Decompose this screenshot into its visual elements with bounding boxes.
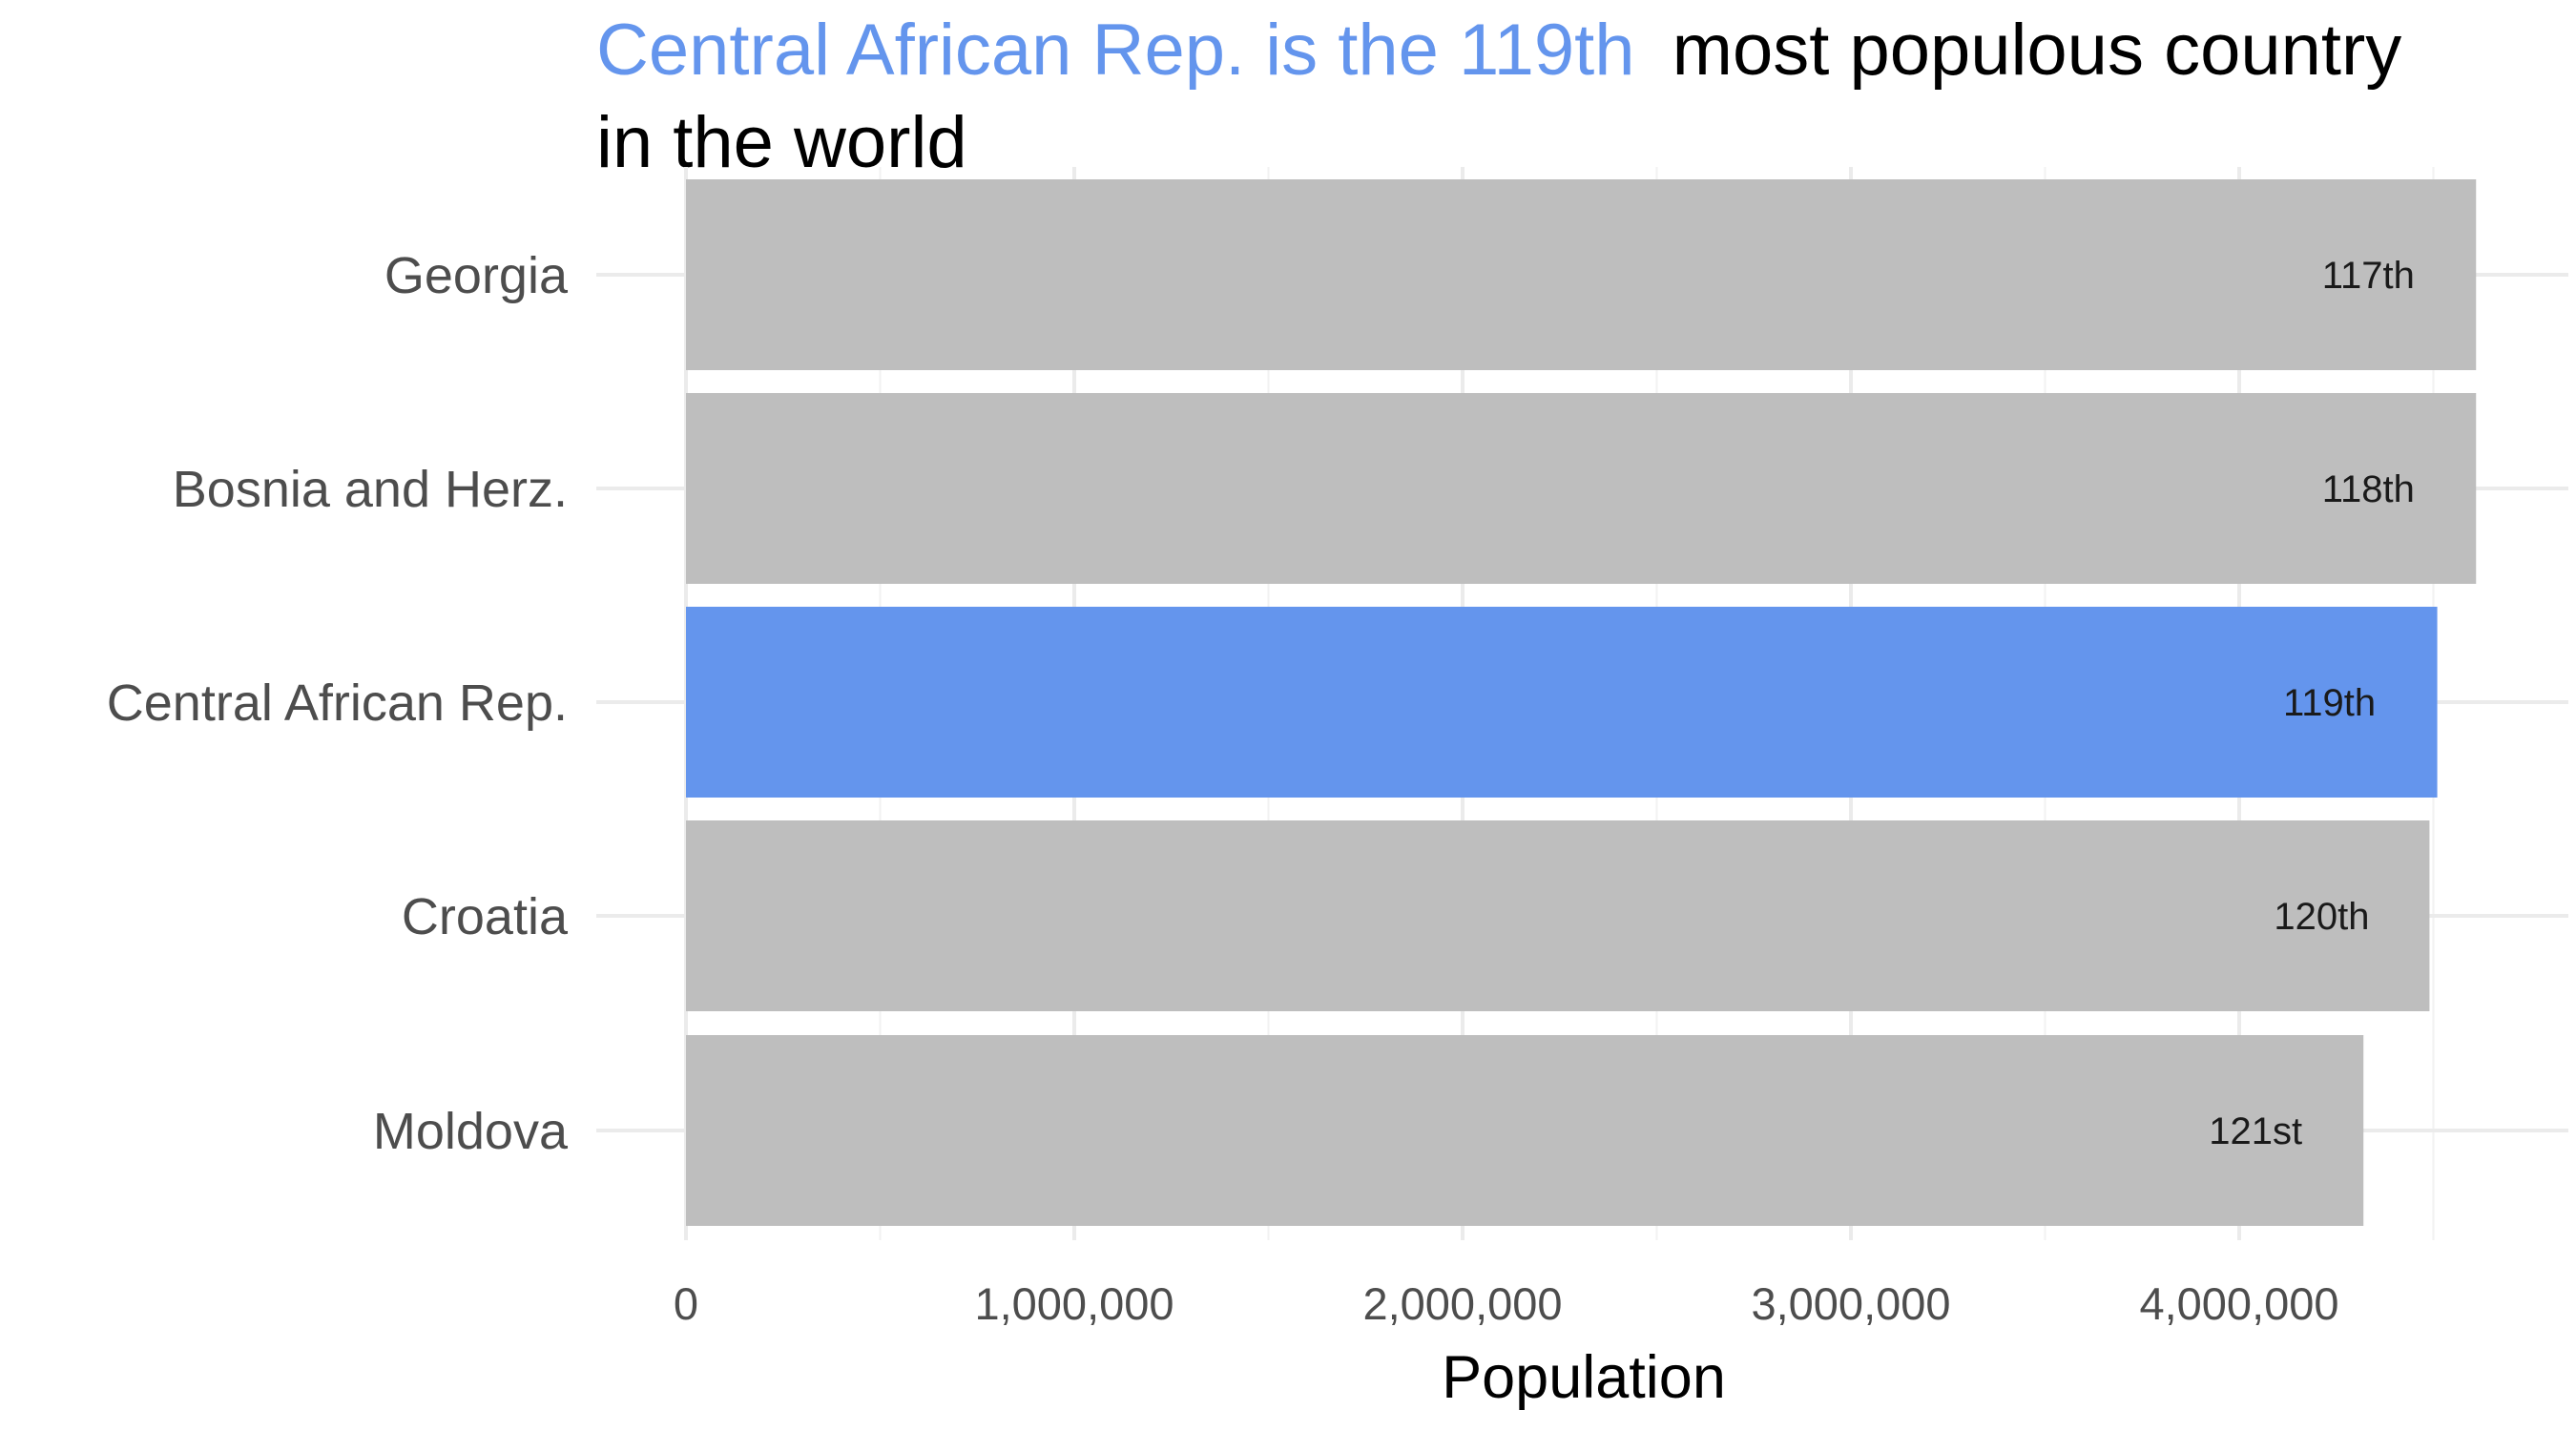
x-tick-label: 4,000,000 (2139, 1278, 2338, 1329)
chart-title-line2: in the world (596, 102, 967, 183)
x-tick-label: 3,000,000 (1751, 1278, 1950, 1329)
x-tick-label: 2,000,000 (1362, 1278, 1562, 1329)
bar-croatia (686, 820, 2430, 1011)
bar-moldova (686, 1035, 2364, 1226)
x-axis-title: Population (1442, 1344, 1726, 1411)
data-label-moldova: 121st (2209, 1110, 2302, 1152)
bar-central-african-rep (686, 607, 2438, 798)
chart-title-line1: Central African Rep. is the 119th most p… (596, 10, 2401, 91)
x-tick-label: 1,000,000 (974, 1278, 1174, 1329)
category-label-bosnia-and-herz: Bosnia and Herz. (173, 461, 568, 518)
category-label-moldova: Moldova (373, 1103, 569, 1160)
bar-bosnia-and-herz (686, 393, 2477, 584)
category-label-croatia: Croatia (402, 888, 569, 945)
data-labels: 117th 118th 119th 120th 121st (2209, 255, 2415, 1152)
data-label-croatia: 120th (2274, 896, 2369, 938)
category-label-georgia: Georgia (384, 247, 569, 304)
x-tick-labels: 0 1,000,000 2,000,000 3,000,000 4,000,000 (674, 1278, 2339, 1329)
x-tick-label: 0 (674, 1278, 698, 1329)
data-label-georgia: 117th (2322, 255, 2415, 297)
data-label-central-african-rep: 119th (2283, 682, 2376, 724)
category-labels: Georgia Bosnia and Herz. Central African R… (107, 247, 569, 1160)
bars (686, 179, 2477, 1226)
data-label-bosnia-and-herz: 118th (2322, 468, 2415, 510)
chart-title-rest: most populous country (1672, 10, 2402, 91)
chart-title-highlight: Central African Rep. is the 119th (596, 10, 1635, 91)
category-label-central-african-rep: Central African Rep. (107, 674, 568, 732)
bar-georgia (686, 179, 2477, 370)
